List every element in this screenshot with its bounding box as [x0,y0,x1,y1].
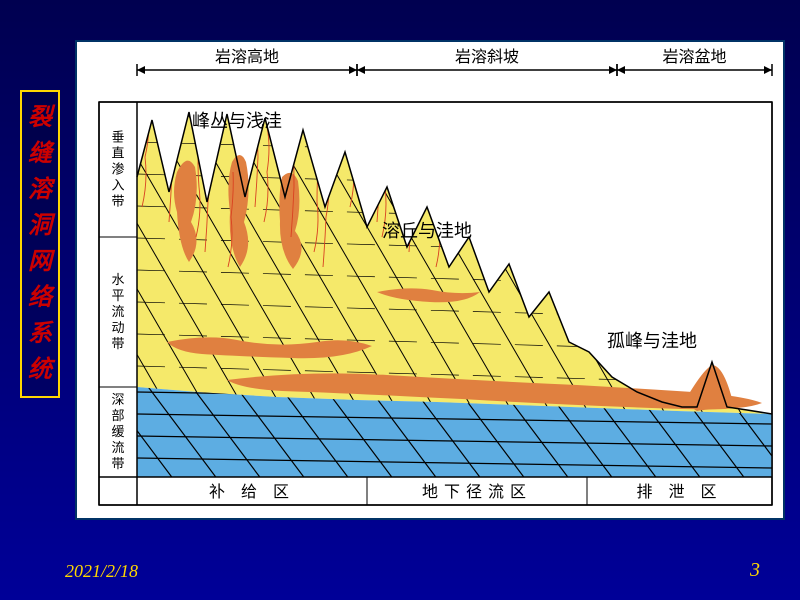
title-char: 洞 [24,208,56,244]
title-char: 溶 [24,172,56,208]
title-char: 络 [24,280,56,316]
svg-text:渗: 渗 [111,162,124,177]
svg-text:地下径流区: 地下径流区 [422,483,532,501]
title-char: 裂 [24,100,56,136]
svg-text:排 泄 区: 排 泄 区 [636,483,722,501]
svg-text:部: 部 [111,408,124,423]
karst-diagram: 岩溶高地岩溶斜坡岩溶盆地垂直渗入带水平流动带深部缓流带补 给 区地下径流区排 泄… [75,40,785,520]
vertical-title: 裂 缝 溶 洞 网 络 系 统 [20,90,60,398]
svg-text:垂: 垂 [111,130,124,145]
svg-text:深: 深 [111,392,124,407]
svg-text:直: 直 [111,146,124,161]
svg-text:补 给 区: 补 给 区 [209,483,295,501]
svg-text:孤峰与洼地: 孤峰与洼地 [607,331,697,351]
title-char: 统 [24,352,56,388]
svg-text:岩溶盆地: 岩溶盆地 [662,48,726,66]
svg-text:入: 入 [111,178,124,193]
svg-text:带: 带 [111,456,124,471]
title-char: 系 [24,316,56,352]
svg-text:缓: 缓 [111,424,124,439]
svg-text:流: 流 [111,304,124,319]
svg-text:动: 动 [111,320,124,335]
svg-text:峰丛与浅洼: 峰丛与浅洼 [192,111,282,131]
svg-text:岩溶斜坡: 岩溶斜坡 [455,48,519,66]
svg-text:溶丘与洼地: 溶丘与洼地 [382,221,472,241]
date-label: 2021/2/18 [65,561,138,582]
svg-text:流: 流 [111,440,124,455]
title-char: 网 [24,244,56,280]
svg-text:带: 带 [111,194,124,209]
page-number: 3 [750,559,760,582]
title-char: 缝 [24,136,56,172]
svg-text:岩溶高地: 岩溶高地 [215,48,279,66]
svg-text:平: 平 [111,288,124,303]
svg-text:水: 水 [111,272,124,287]
svg-text:带: 带 [111,336,124,351]
diagram-svg: 岩溶高地岩溶斜坡岩溶盆地垂直渗入带水平流动带深部缓流带补 给 区地下径流区排 泄… [77,42,787,522]
